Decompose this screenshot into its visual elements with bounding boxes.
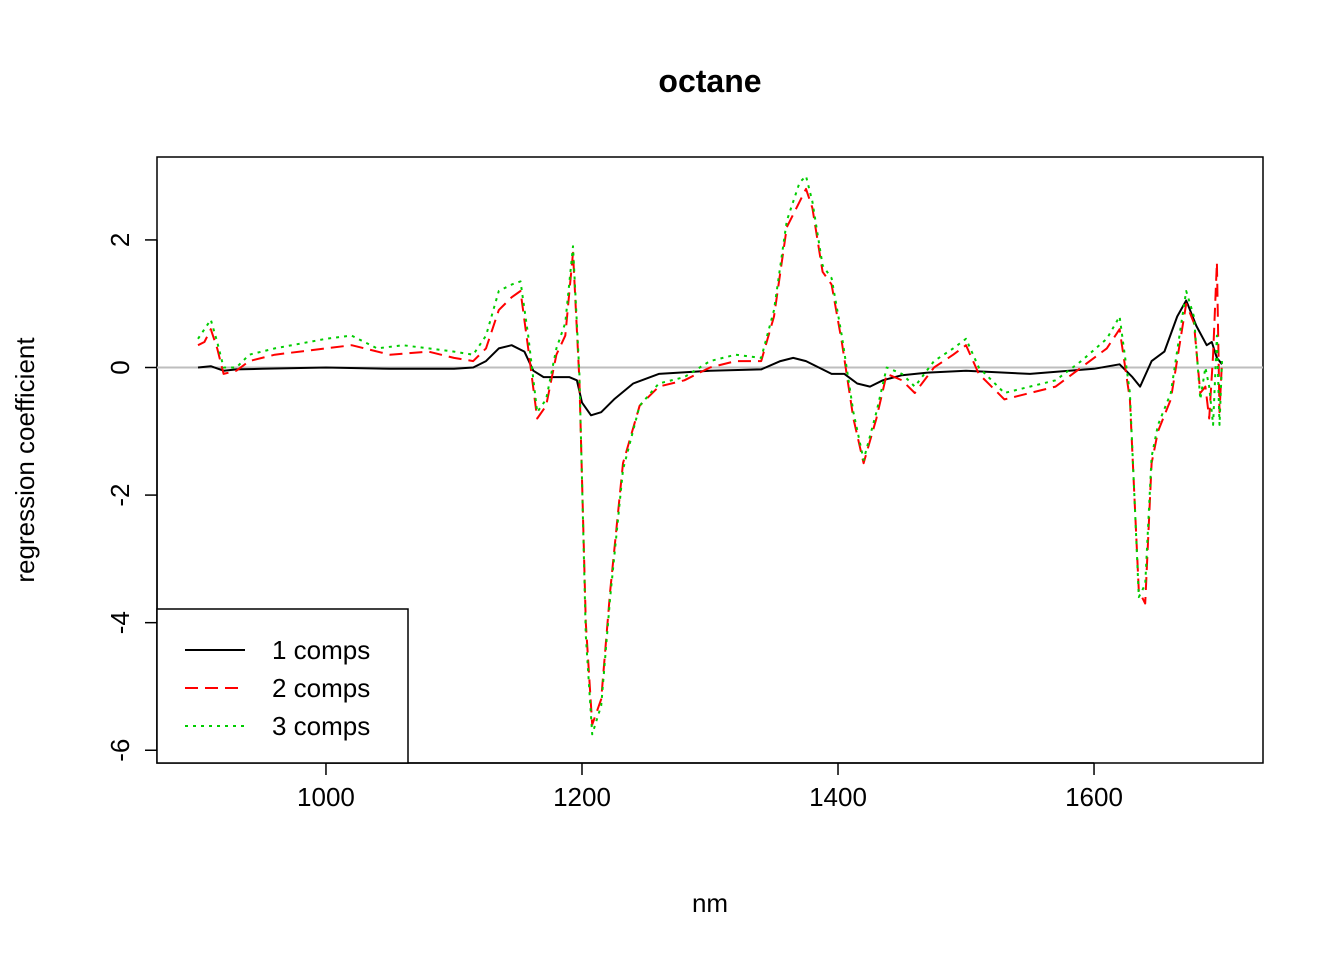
series-layer [197,175,1223,736]
y-tick-label: -4 [105,611,135,634]
chart-title: octane [658,63,761,99]
legend-label-1: 1 comps [272,635,370,665]
series-line-1 [197,299,1223,417]
x-tick-label: 1600 [1065,782,1123,812]
legend-label-3: 3 comps [272,711,370,741]
x-tick-label: 1000 [297,782,355,812]
legend-box [156,608,409,764]
legend: 1 comps 2 comps 3 comps [156,608,409,764]
x-axis-label: nm [692,888,728,918]
x-tick-label: 1400 [809,782,867,812]
x-tick-label: 1200 [553,782,611,812]
y-tick-label: -2 [105,484,135,507]
y-axis: 2 0 -2 -4 -6 [105,233,158,762]
y-tick-label: -6 [105,739,135,762]
y-tick-label: 0 [105,360,135,374]
series-line-3 [197,175,1223,736]
x-axis: 1000 1200 1400 1600 [297,762,1123,812]
series-line-2 [197,187,1223,726]
y-tick-label: 2 [105,233,135,247]
legend-label-2: 2 comps [272,673,370,703]
y-axis-label: regression coefficient [10,337,40,583]
